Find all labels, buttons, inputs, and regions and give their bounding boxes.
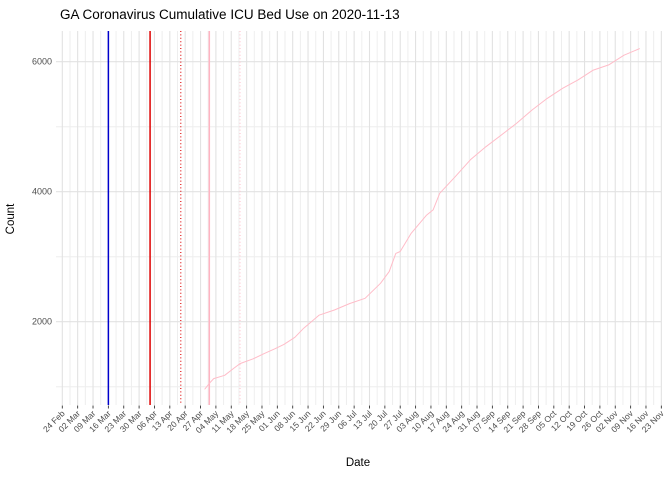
- series-polyline: [204, 48, 640, 390]
- data-series-line: [204, 48, 640, 390]
- axis-tick-marks: [61, 405, 662, 409]
- y-tick-label: 6000: [32, 57, 52, 67]
- x-axis-title: Date: [346, 457, 370, 469]
- event-vertical-lines: [107, 31, 241, 405]
- y-axis-tick-labels: 2000 4000 6000: [32, 57, 52, 327]
- y-tick-label: 4000: [32, 187, 52, 197]
- chart-title: GA Coronavirus Cumulative ICU Bed Use on…: [60, 7, 400, 22]
- gridlines-major: [56, 31, 662, 405]
- y-axis-title: Count: [5, 203, 17, 234]
- gridlines-minor: [56, 31, 662, 405]
- y-tick-label: 2000: [32, 317, 52, 327]
